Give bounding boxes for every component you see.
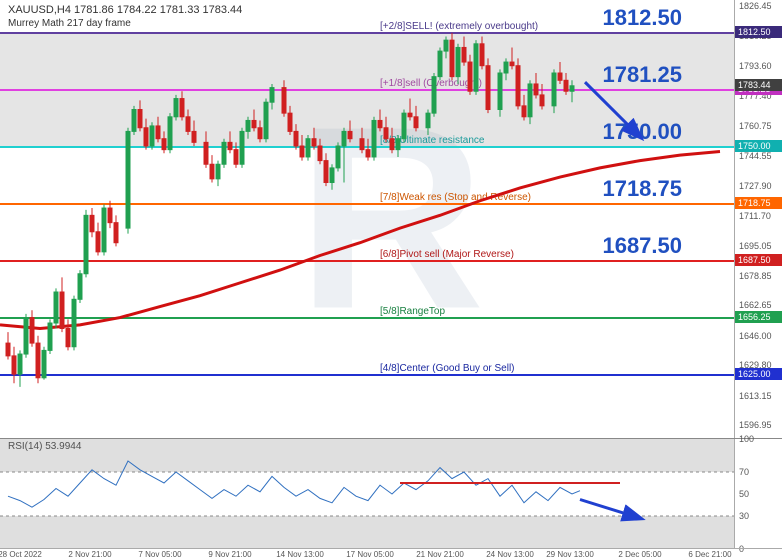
y-axis-main: 1826.451810.251793.601777.401760.751744.…: [734, 0, 782, 438]
x-tick: 24 Nov 13:00: [486, 550, 534, 559]
y-tick-main: 1826.45: [739, 1, 772, 11]
y-tick-main: 1646.00: [739, 331, 772, 341]
y-tick-rsi: 100: [739, 434, 754, 444]
y-tick-rsi: 50: [739, 489, 749, 499]
y-tick-main: 1711.70: [739, 211, 771, 221]
y-level-box: 1718.75: [735, 197, 782, 209]
x-tick: 9 Nov 21:00: [208, 550, 251, 559]
y-axis-rsi: 1007050300: [734, 439, 782, 549]
y-tick-rsi: 70: [739, 467, 749, 477]
y-level-box: 1625.00: [735, 368, 782, 380]
y-tick-main: 1727.90: [739, 181, 772, 191]
x-axis: 28 Oct 2022 2 Nov 21:00 7 Nov 05:00 9 Nov 2…: [0, 548, 782, 559]
main-plot-area[interactable]: [+2/8]SELL! (extremely overbought)[+1/8]…: [0, 0, 734, 438]
main-svg: [0, 0, 734, 438]
y-tick-rsi: 30: [739, 511, 749, 521]
x-tick: 17 Nov 05:00: [346, 550, 394, 559]
x-tick: 14 Nov 13:00: [276, 550, 324, 559]
y-level-box: 1687.50: [735, 254, 782, 266]
x-tick: 7 Nov 05:00: [138, 550, 181, 559]
rsi-svg: [0, 439, 734, 549]
y-tick-main: 1760.75: [739, 121, 772, 131]
y-tick-main: 1695.05: [739, 241, 772, 251]
y-tick-main: 1744.55: [739, 151, 772, 161]
chart-container: R XAUUSD,H4 1781.86 1784.22 1781.33 1783…: [0, 0, 782, 559]
rsi-plot-area[interactable]: [0, 439, 734, 549]
x-tick: 6 Dec 21:00: [688, 550, 731, 559]
y-level-box: 1750.00: [735, 140, 782, 152]
x-tick: 2 Dec 05:00: [618, 550, 661, 559]
y-tick-main: 1662.65: [739, 300, 772, 310]
main-price-chart[interactable]: R XAUUSD,H4 1781.86 1784.22 1781.33 1783…: [0, 0, 782, 438]
x-tick: 2 Nov 21:00: [68, 550, 111, 559]
y-level-box: 1656.25: [735, 311, 782, 323]
rsi-chart[interactable]: RSI(14) 53.9944 1007050300: [0, 438, 782, 548]
y-tick-main: 1678.85: [739, 271, 772, 281]
y-tick-main: 1596.95: [739, 420, 772, 430]
x-tick: 21 Nov 21:00: [416, 550, 464, 559]
y-tick-main: 1613.15: [739, 391, 772, 401]
x-tick: 28 Oct 2022: [0, 550, 42, 559]
y-tick-main: 1793.60: [739, 61, 772, 71]
y-level-box: 1812.50: [735, 26, 782, 38]
x-tick: 29 Nov 13:00: [546, 550, 594, 559]
current-price-box: 1783.44: [735, 79, 782, 91]
